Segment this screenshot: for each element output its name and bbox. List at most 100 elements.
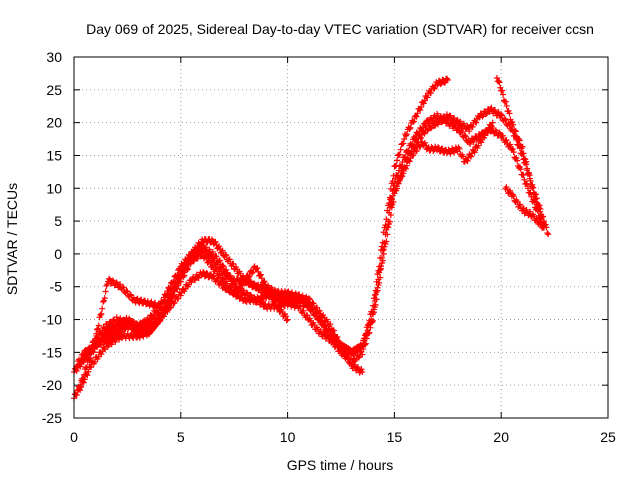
data-point xyxy=(417,107,424,114)
data-point xyxy=(509,118,516,125)
data-point xyxy=(537,218,544,225)
data-point xyxy=(257,271,264,278)
data-point xyxy=(127,291,134,298)
data-point xyxy=(174,272,181,279)
data-point xyxy=(131,324,138,331)
data-point xyxy=(545,231,552,238)
data-point xyxy=(269,286,276,293)
data-point xyxy=(224,270,231,277)
data-point xyxy=(99,305,106,312)
data-point xyxy=(120,284,127,291)
x-axis-label: GPS time / hours xyxy=(287,457,394,473)
data-point xyxy=(216,257,223,264)
data-point xyxy=(360,346,367,353)
data-point xyxy=(473,119,480,126)
data-point xyxy=(374,287,381,294)
data-point xyxy=(252,299,259,306)
data-point xyxy=(296,291,303,298)
data-point xyxy=(362,341,369,348)
data-point xyxy=(424,94,431,101)
data-point xyxy=(354,364,361,371)
data-point xyxy=(359,369,366,376)
data-point xyxy=(505,120,512,127)
data-point xyxy=(394,157,401,164)
data-point xyxy=(439,145,446,152)
data-point xyxy=(371,292,378,299)
data-point xyxy=(200,243,207,250)
data-point xyxy=(523,158,530,165)
data-point xyxy=(74,362,81,369)
data-point xyxy=(500,91,507,98)
data-point xyxy=(355,354,362,361)
data-point xyxy=(243,289,250,296)
data-point xyxy=(94,326,101,333)
data-point xyxy=(207,251,214,258)
data-point xyxy=(168,304,175,311)
data-point xyxy=(396,177,403,184)
data-point xyxy=(525,170,532,177)
data-point xyxy=(124,318,131,325)
data-point xyxy=(514,157,521,164)
data-point xyxy=(100,298,107,305)
data-point xyxy=(410,152,417,159)
data-point xyxy=(459,124,466,131)
data-point xyxy=(516,137,523,144)
data-point xyxy=(420,100,427,107)
data-point xyxy=(389,192,396,199)
data-point xyxy=(166,285,173,292)
data-point xyxy=(528,183,535,190)
data-point xyxy=(170,292,177,299)
data-point xyxy=(410,118,417,125)
data-point xyxy=(81,356,88,363)
data-point xyxy=(232,293,239,300)
data-point xyxy=(373,296,380,303)
data-point xyxy=(396,151,403,158)
data-point xyxy=(388,204,395,211)
data-point xyxy=(214,261,221,268)
y-tick-label: -20 xyxy=(42,377,62,393)
data-point xyxy=(427,125,434,132)
data-point xyxy=(249,284,256,291)
y-tick-label: 5 xyxy=(54,213,62,229)
data-point xyxy=(88,344,95,351)
data-point xyxy=(414,110,421,117)
data-point xyxy=(279,289,286,296)
data-point xyxy=(359,351,366,358)
data-point xyxy=(273,292,280,299)
y-tick-label: 20 xyxy=(46,115,62,131)
data-point xyxy=(327,321,334,328)
data-point xyxy=(378,265,385,272)
data-point xyxy=(431,85,438,92)
data-point xyxy=(484,129,491,136)
data-point xyxy=(262,281,269,288)
data-point xyxy=(410,119,417,126)
data-point xyxy=(443,75,450,82)
data-point xyxy=(397,146,404,153)
data-point xyxy=(98,310,105,317)
data-point xyxy=(146,327,153,334)
data-point xyxy=(520,150,527,157)
data-point xyxy=(491,106,498,113)
data-point xyxy=(517,201,524,208)
data-point xyxy=(305,295,312,302)
data-point xyxy=(177,292,184,299)
data-point xyxy=(246,273,253,280)
data-point xyxy=(171,299,178,306)
data-point xyxy=(377,274,384,281)
data-point xyxy=(160,298,166,305)
data-point xyxy=(85,350,92,357)
data-point xyxy=(478,139,485,146)
data-point xyxy=(370,309,377,316)
data-point xyxy=(230,260,237,267)
data-point xyxy=(413,147,420,154)
data-point xyxy=(351,361,358,368)
data-point xyxy=(519,143,526,150)
data-point xyxy=(316,307,323,314)
data-point xyxy=(499,132,506,139)
data-point xyxy=(164,308,171,315)
data-point xyxy=(455,121,462,128)
data-point xyxy=(427,90,434,97)
data-point xyxy=(483,111,490,118)
data-point xyxy=(176,267,183,274)
data-point xyxy=(85,368,92,375)
